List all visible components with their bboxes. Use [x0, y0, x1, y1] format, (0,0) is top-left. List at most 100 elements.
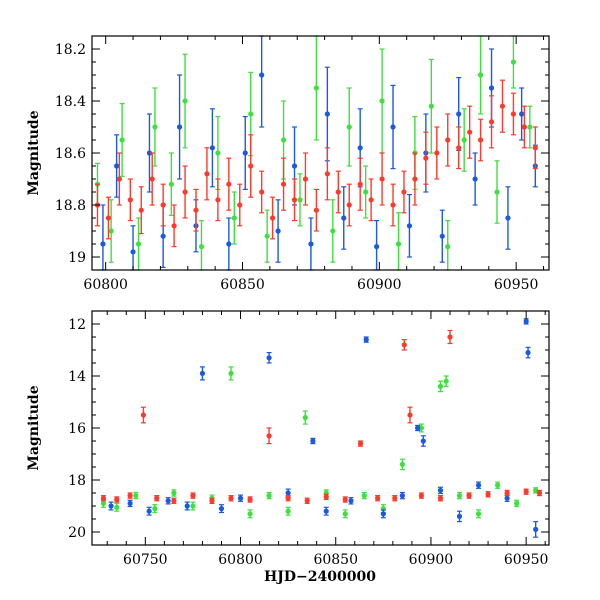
- top-blue-point: [406, 223, 413, 229]
- top-red-point: [226, 181, 232, 187]
- bottom-blue-point: [437, 487, 444, 493]
- bottom-green-point: [361, 493, 367, 499]
- top-green-point: [445, 244, 451, 250]
- bottom-red-point: [485, 491, 491, 497]
- bottom-blue-point: [475, 482, 482, 488]
- bottom-blue-point: [266, 355, 272, 361]
- top-red-point: [138, 207, 144, 213]
- top-x-tick-label: 60900: [357, 277, 402, 293]
- top-blue-point: [308, 241, 314, 247]
- top-blue-point: [456, 111, 462, 117]
- bottom-green-point: [266, 493, 272, 499]
- bottom-red-point: [536, 490, 543, 496]
- top-y-tick-label: 19: [68, 250, 86, 266]
- top-green-point: [135, 241, 142, 247]
- bottom-green-point: [114, 504, 120, 510]
- top-red-point: [521, 124, 527, 130]
- top-blue-point: [390, 124, 396, 130]
- top-panel: 60800 60850 60900 60950 18.2 18.4 18.6 18.8 19 M…: [26, 35, 550, 293]
- top-blue-point: [160, 233, 166, 239]
- bottom-green-point: [456, 493, 463, 499]
- bottom-red-point: [266, 433, 272, 439]
- bottom-green-point: [302, 415, 308, 421]
- bottom-red-point: [171, 498, 177, 504]
- bottom-axis-ticks: 60750 60800 60850 60900 60950 12 14 16 18 20: [68, 310, 549, 568]
- top-red-point: [510, 111, 517, 117]
- bottom-red-point: [447, 334, 453, 340]
- top-red-point: [324, 171, 330, 177]
- bottom-red-point: [127, 493, 133, 499]
- bottom-y-tick-label: 20: [68, 525, 86, 541]
- bottom-blue-point: [310, 438, 316, 444]
- bottom-y-axis-title: Magnitude: [26, 385, 42, 470]
- top-red-point: [434, 150, 440, 156]
- bottom-blue-point: [184, 503, 190, 509]
- top-green-point: [182, 98, 188, 104]
- top-blue-point: [146, 150, 153, 156]
- bottom-y-tick-label: 12: [68, 317, 86, 333]
- top-blue-point: [472, 176, 478, 182]
- bottom-red-point: [418, 493, 425, 499]
- bottom-red-point: [100, 495, 107, 501]
- top-blue-point: [373, 244, 380, 250]
- bottom-green-point: [443, 378, 449, 384]
- bottom-red-point: [437, 495, 444, 501]
- top-green-point: [313, 85, 319, 91]
- top-blue-point: [209, 145, 216, 151]
- bottom-red-point: [401, 342, 407, 348]
- top-red-point: [412, 176, 418, 182]
- top-data-points: [94, 35, 538, 271]
- bottom-red-point: [504, 490, 510, 496]
- bottom-green-point: [514, 500, 520, 506]
- top-red-point: [477, 137, 484, 143]
- bottom-x-tick-label: 60850: [313, 552, 358, 568]
- top-green-point: [108, 228, 114, 234]
- top-blue-point: [114, 163, 120, 169]
- bottom-blue-point: [525, 350, 531, 356]
- top-axis-ticks: 60800 60850 60900 60950 18.2 18.4 18.6 18.8 19: [55, 36, 549, 293]
- top-blue-point: [488, 85, 495, 91]
- bottom-green-point: [418, 425, 425, 431]
- bottom-green-point: [133, 493, 139, 499]
- top-green-point: [363, 189, 369, 195]
- bottom-x-tick-label: 60800: [218, 552, 263, 568]
- top-red-point: [280, 181, 287, 187]
- top-red-point: [259, 189, 265, 195]
- bottom-blue-point: [199, 370, 206, 376]
- top-x-tick-label: 60850: [220, 277, 265, 293]
- top-green-point: [428, 103, 434, 109]
- top-x-tick-label: 60800: [83, 277, 128, 293]
- top-red-point: [302, 176, 309, 182]
- bottom-red-point: [247, 496, 253, 503]
- bottom-red-point: [285, 495, 291, 501]
- top-y-axis-title: Magnitude: [26, 110, 42, 195]
- top-green-point: [395, 241, 402, 247]
- top-red-point: [291, 197, 298, 203]
- top-red-point: [215, 197, 221, 203]
- top-blue-point: [357, 145, 363, 151]
- top-series-red: [94, 79, 538, 248]
- top-blue-point: [130, 249, 136, 255]
- top-red-point: [127, 197, 133, 203]
- top-blue-point: [242, 150, 248, 156]
- top-green-point: [379, 98, 385, 104]
- top-red-point: [401, 189, 407, 195]
- bottom-x-tick-label: 60900: [409, 552, 454, 568]
- top-red-point: [182, 189, 188, 195]
- bottom-blue-point: [323, 508, 329, 514]
- top-green-point: [494, 189, 500, 195]
- bottom-blue-point: [127, 500, 133, 506]
- bottom-blue-point: [533, 526, 539, 533]
- top-red-point: [488, 119, 495, 125]
- bottom-green-point: [494, 482, 501, 488]
- bottom-blue-point: [285, 490, 291, 496]
- top-red-point: [467, 129, 473, 135]
- bottom-green-point: [190, 503, 196, 509]
- bottom-red-point: [392, 495, 398, 501]
- bottom-x-tick-label: 60750: [123, 552, 168, 568]
- bottom-blue-point: [380, 511, 386, 517]
- bottom-green-point: [399, 461, 405, 467]
- bottom-red-point: [190, 493, 196, 499]
- bottom-red-point: [357, 441, 364, 447]
